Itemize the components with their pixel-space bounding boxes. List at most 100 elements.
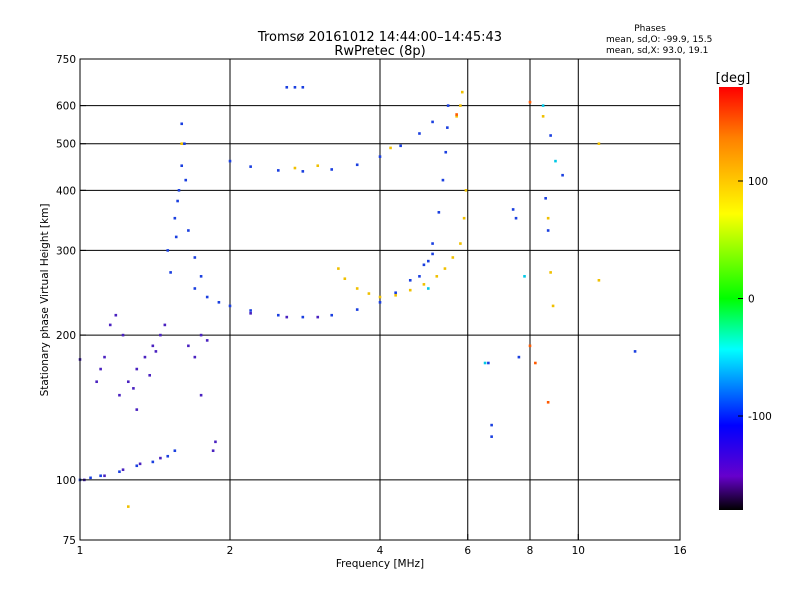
data-point — [551, 304, 555, 308]
data-point — [549, 134, 552, 137]
data-point — [159, 456, 162, 460]
y-tick-label: 500 — [56, 139, 76, 151]
data-point — [316, 164, 320, 168]
data-point — [118, 393, 121, 397]
data-point — [184, 178, 188, 182]
data-point — [99, 474, 102, 478]
data-point — [528, 100, 532, 104]
data-point — [293, 85, 297, 89]
data-point — [330, 168, 334, 171]
data-point — [276, 169, 280, 172]
data-point — [460, 90, 464, 94]
colorbar-label: [deg] — [716, 71, 751, 86]
data-point — [514, 216, 518, 220]
data-points — [78, 85, 637, 508]
data-point — [343, 277, 347, 281]
data-point — [490, 435, 493, 438]
colorbar: [deg] 100 0 -100 — [716, 71, 772, 510]
data-point — [418, 275, 421, 278]
data-point — [169, 271, 172, 274]
data-point — [177, 189, 181, 192]
data-point — [446, 126, 449, 129]
y-axis-label: Stationary phase Virtual Height [km] — [39, 204, 51, 397]
data-point — [180, 122, 184, 126]
data-point — [126, 380, 130, 384]
data-point — [108, 323, 112, 327]
data-point — [103, 355, 106, 359]
data-point — [148, 373, 152, 377]
data-point — [135, 408, 139, 411]
data-point — [151, 460, 155, 464]
grid — [80, 59, 680, 540]
data-point — [99, 367, 102, 371]
data-point — [301, 85, 305, 89]
data-point — [337, 267, 340, 270]
data-point — [541, 115, 545, 118]
data-point — [554, 159, 557, 163]
data-point — [163, 323, 167, 327]
data-point — [426, 287, 430, 290]
data-point — [205, 339, 209, 342]
data-point — [276, 313, 280, 317]
data-point — [455, 113, 458, 116]
data-point — [285, 85, 289, 89]
data-point — [408, 279, 412, 282]
x-axis-label: Frequency [MHz] — [336, 558, 424, 570]
phase-stats: Phases mean, sd,O: -99.9, 15.5 mean, sd,… — [606, 24, 712, 56]
data-point — [95, 380, 98, 384]
x-tick-label: 1 — [77, 545, 84, 557]
colorbar-tick-label: -100 — [748, 411, 772, 423]
data-point — [422, 283, 426, 286]
data-point — [205, 295, 209, 299]
data-point — [446, 104, 450, 107]
data-point — [378, 301, 382, 304]
data-point — [135, 367, 139, 371]
data-point — [426, 259, 430, 263]
data-point — [180, 164, 184, 168]
data-point — [431, 252, 434, 256]
data-point — [597, 279, 601, 282]
data-point — [151, 344, 155, 348]
data-point — [355, 308, 359, 311]
data-point — [441, 178, 445, 182]
x-tick-label: 16 — [673, 545, 687, 557]
colorbar-tick-label: 100 — [748, 176, 768, 188]
data-point — [154, 350, 158, 353]
data-point — [459, 104, 462, 107]
data-point — [367, 292, 371, 295]
chart-title: Tromsø 20161012 14:44:00–14:45:43 — [257, 30, 502, 45]
data-point — [132, 387, 135, 390]
data-point — [549, 271, 552, 274]
data-point — [126, 505, 130, 508]
x-tick-label: 10 — [572, 545, 585, 557]
data-point — [528, 344, 532, 348]
data-point — [138, 462, 142, 466]
data-point — [546, 229, 550, 232]
data-point — [490, 423, 493, 427]
data-point — [633, 350, 637, 353]
axes: 1 2 4 6 8 10 16 75 100 200 300 400 500 600 750 — [56, 54, 687, 557]
data-point — [546, 216, 550, 220]
y-tick-label: 75 — [63, 535, 76, 547]
title-group: Tromsø 20161012 14:44:00–14:45:43 RwPret… — [257, 30, 502, 59]
data-point — [399, 144, 402, 148]
data-point — [561, 173, 564, 177]
data-point — [435, 275, 439, 278]
data-point — [544, 196, 547, 200]
data-point — [285, 315, 289, 319]
data-point — [199, 393, 203, 397]
data-point — [114, 313, 118, 317]
y-tick-label: 200 — [56, 330, 76, 342]
data-point — [546, 400, 550, 404]
data-point — [451, 256, 455, 259]
data-point — [193, 355, 197, 359]
data-point — [355, 163, 359, 167]
data-point — [103, 474, 106, 478]
data-point — [143, 355, 147, 359]
data-point — [199, 275, 203, 278]
y-tick-label: 400 — [56, 185, 76, 197]
stats-x-mode: mean, sd,X: 93.0, 19.1 — [606, 46, 708, 56]
data-point — [249, 312, 252, 315]
data-point — [523, 275, 526, 278]
data-point — [437, 211, 441, 214]
